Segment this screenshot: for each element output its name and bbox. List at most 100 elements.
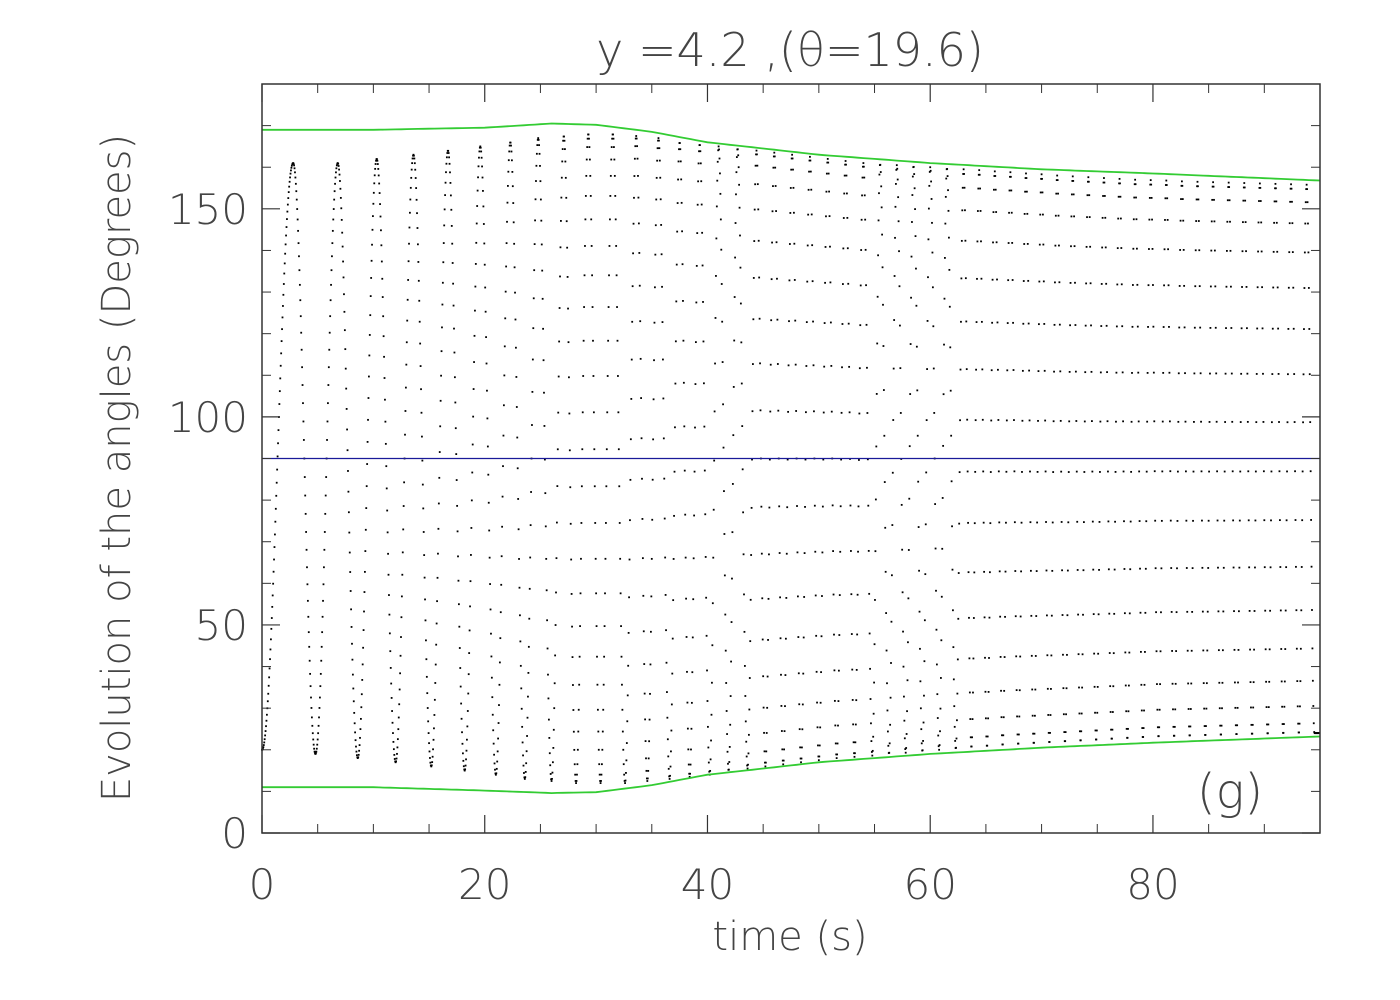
data-point xyxy=(1114,471,1117,473)
data-point xyxy=(1208,421,1211,423)
data-point xyxy=(715,205,718,208)
data-point xyxy=(1298,731,1300,734)
data-point xyxy=(1167,248,1169,251)
data-point xyxy=(295,190,298,193)
data-point xyxy=(412,153,415,156)
data-point xyxy=(710,713,713,716)
data-point xyxy=(352,687,355,690)
data-point xyxy=(305,531,307,533)
data-point xyxy=(1125,710,1128,713)
data-point xyxy=(650,595,653,598)
data-point xyxy=(841,323,844,325)
data-point xyxy=(837,700,840,702)
data-point xyxy=(825,215,827,218)
data-point xyxy=(1170,611,1173,613)
data-point xyxy=(472,415,475,418)
data-point xyxy=(602,683,605,686)
data-point xyxy=(1169,519,1172,522)
data-point xyxy=(297,242,300,245)
data-point xyxy=(323,548,326,551)
data-point xyxy=(569,486,572,489)
data-point xyxy=(669,774,671,777)
data-point xyxy=(319,672,322,675)
data-point xyxy=(1281,705,1284,708)
data-point xyxy=(528,587,531,590)
data-point xyxy=(1133,196,1136,199)
data-point xyxy=(585,158,588,161)
data-point xyxy=(915,267,917,270)
data-point xyxy=(890,620,893,623)
data-point xyxy=(747,752,750,755)
data-point xyxy=(478,150,481,153)
data-point xyxy=(1244,199,1247,202)
data-point xyxy=(498,704,500,706)
data-point xyxy=(410,176,413,179)
data-point xyxy=(792,168,794,171)
data-point xyxy=(637,196,640,199)
data-point xyxy=(597,730,600,733)
data-point xyxy=(1127,727,1129,730)
data-point xyxy=(286,210,289,213)
data-point xyxy=(887,744,890,747)
data-point xyxy=(368,334,371,336)
data-point xyxy=(1122,470,1125,473)
data-point xyxy=(1103,181,1106,184)
data-point xyxy=(484,310,487,313)
data-point xyxy=(674,340,677,343)
data-point xyxy=(343,293,345,296)
data-point xyxy=(1103,195,1106,197)
data-point xyxy=(976,277,978,280)
data-point xyxy=(467,692,470,695)
data-point xyxy=(1003,689,1006,692)
data-point xyxy=(400,636,402,638)
data-point xyxy=(1262,421,1265,423)
data-point xyxy=(298,283,301,286)
data-point xyxy=(1045,569,1048,572)
data-point xyxy=(986,735,989,738)
data-point xyxy=(1231,420,1234,423)
data-point xyxy=(417,279,420,282)
data-point xyxy=(1275,187,1277,190)
data-point xyxy=(998,521,1001,524)
data-point xyxy=(1243,182,1246,184)
data-point xyxy=(974,419,977,422)
data-point xyxy=(1218,681,1221,684)
data-point xyxy=(805,411,807,414)
data-point xyxy=(868,592,871,595)
data-point xyxy=(784,637,787,640)
data-point xyxy=(1303,287,1306,289)
data-point xyxy=(1111,737,1113,740)
data-point xyxy=(918,610,921,613)
data-point xyxy=(940,639,943,642)
data-point xyxy=(496,760,499,763)
data-point xyxy=(965,368,968,371)
data-point xyxy=(460,717,463,720)
data-point xyxy=(658,159,661,162)
data-point xyxy=(916,434,919,437)
data-point xyxy=(466,725,469,728)
data-point xyxy=(1066,614,1069,617)
data-point xyxy=(906,710,908,713)
data-point xyxy=(1231,470,1234,473)
data-point xyxy=(746,767,749,770)
data-point xyxy=(509,141,512,144)
data-point xyxy=(1028,369,1031,372)
data-point xyxy=(500,583,503,586)
data-point xyxy=(334,182,336,185)
data-point xyxy=(888,742,891,745)
data-point xyxy=(447,152,450,154)
data-point xyxy=(479,145,482,148)
data-point xyxy=(731,483,734,485)
data-point xyxy=(768,458,771,461)
upper-envelope-line xyxy=(262,122,1321,182)
data-point xyxy=(737,166,740,169)
data-point xyxy=(996,321,999,324)
data-point xyxy=(1238,566,1241,569)
data-point xyxy=(279,364,282,367)
data-point xyxy=(1179,249,1182,251)
data-point xyxy=(505,265,508,268)
data-point xyxy=(377,168,380,170)
data-point xyxy=(490,676,493,679)
data-point xyxy=(477,176,479,179)
data-point xyxy=(1102,195,1104,197)
